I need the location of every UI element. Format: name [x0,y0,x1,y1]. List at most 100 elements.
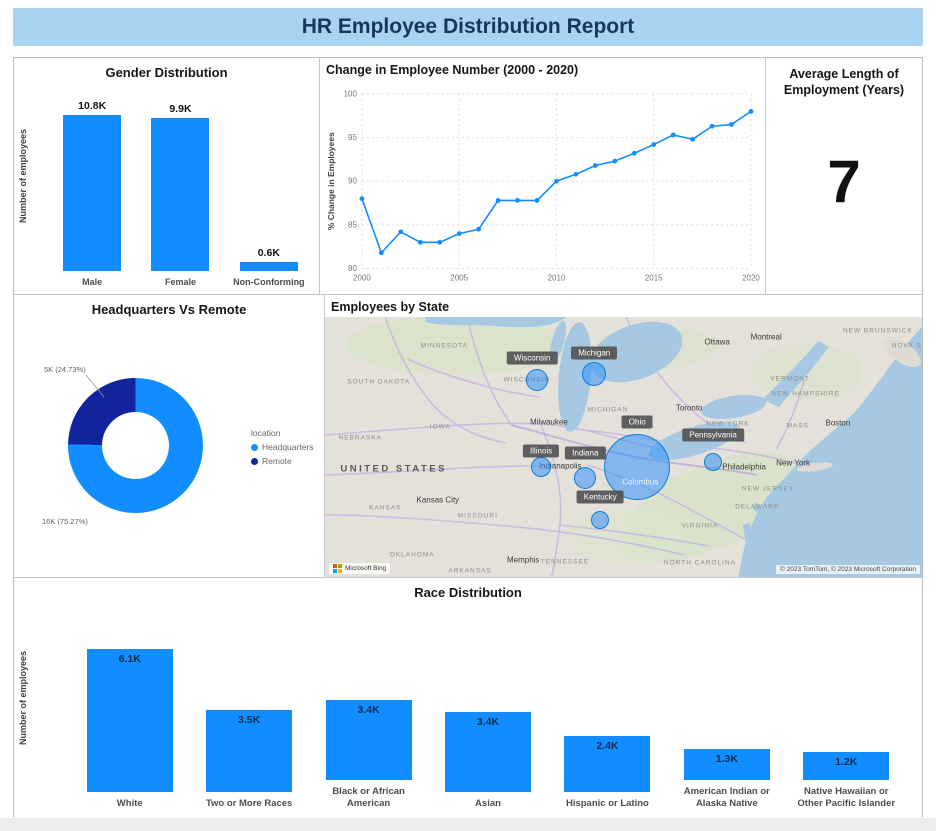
bar-category-label: Asian [475,798,501,810]
map-label-delaware: DELAWARE [735,503,780,511]
map-label-arkansas: ARKANSAS [448,567,492,575]
kpi-title: Average Length of Employment (Years) [783,67,905,98]
state-bubble-illinois[interactable] [531,456,552,477]
svg-text:2015: 2015 [645,273,663,282]
race-y-axis-text: Number of employees [18,650,28,746]
line-chart-title: Change in Employee Number (2000 - 2020) [326,63,579,77]
line-chart[interactable]: 80 85 90 95 100 2000 2005 2010 2015 2020 % Change … [320,58,765,294]
line-y-axis-label: % Change in Employees [326,132,336,230]
bar-value-label: 2.4K [596,740,619,753]
state-bubble-pennsylvania[interactable] [704,452,723,471]
data-point-2006[interactable] [476,226,482,232]
bar-asian[interactable]: 3.4K Asian [433,638,542,810]
data-point-2020[interactable] [748,108,754,114]
bar-white[interactable]: 6.1K White [75,638,184,810]
bar-rect[interactable]: 3.4K [325,700,412,781]
map-label-ottawa: Ottawa [704,337,730,347]
state-tooltip-ohio: Ohio [621,415,653,429]
map-attribution: © 2023 TomTom, © 2023 Microsoft Corporat… [776,565,920,574]
donut-callout-remote: 5K (24.73%) [44,365,86,374]
map-label-new-york: NEW YORK [706,420,750,428]
bar-non-conforming[interactable]: 0.6K Non-Conforming [233,100,305,288]
svg-text:80: 80 [348,264,357,273]
map-title: Employees by State [331,300,450,314]
bar-black-or-african-american[interactable]: 3.4K Black or African American [314,626,423,810]
data-point-2019[interactable] [729,122,734,127]
bar-female[interactable]: 9.9K Female [144,100,216,288]
map-label-memphis: Memphis [506,555,540,565]
legend-item-label: Headquarters [262,442,314,452]
bar-rect[interactable]: 2.4K [564,736,651,793]
data-point-2007[interactable] [495,198,501,203]
data-point-2001[interactable] [378,250,384,256]
bar-value-label: 1.2K [835,756,858,769]
map-label-philadelphia: Philadelphia [722,462,766,472]
microsoft-logo-icon [333,564,342,573]
state-bubble-michigan[interactable] [582,362,607,387]
map-islands [796,336,921,472]
data-point-2015[interactable] [651,142,657,147]
bar-rect[interactable] [63,114,122,271]
race-chart-title: Race Distribution [414,585,522,600]
map-label-montreal: Montreal [750,332,782,342]
data-point-2000[interactable] [359,196,365,202]
data-point-2012[interactable] [592,163,598,168]
bar-rect[interactable]: 3.5K [206,710,293,793]
bar-value-label: 3.5K [238,714,261,727]
bar-rect[interactable] [239,261,298,271]
bar-rect[interactable] [151,117,210,271]
state-bubble-ohio[interactable] [604,433,671,500]
map-label-new-york: New York [776,458,810,468]
map-label-nova-scotia: NOVA SCOTIA [891,342,922,350]
bar-value-label: 0.6K [257,246,280,259]
data-point-2018[interactable] [709,123,715,129]
race-y-axis-label: Number of employees [16,608,30,788]
bar-category-label: Native Hawaiian or Other Pacific Islande… [797,786,896,810]
svg-text:2005: 2005 [450,273,468,282]
data-point-2013[interactable] [612,158,618,164]
state-bubble-kentucky[interactable] [591,511,610,530]
gender-distribution-panel: Gender Distribution Number of employees … [14,58,320,294]
bing-logo-text: Microsoft Bing [345,565,387,572]
donut-hole [102,412,169,479]
bar-rect[interactable]: 3.4K [444,712,531,793]
data-point-2005[interactable] [456,231,462,236]
donut-legend: location Headquarters Remote [251,428,314,470]
report-canvas: Gender Distribution Number of employees … [13,57,923,818]
data-point-2010[interactable] [554,178,559,184]
bar-american-indian-or-alaska-native[interactable]: 1.3K American Indian or Alaska Native [672,626,781,810]
bar-male[interactable]: 10.8K Male [56,100,128,288]
map-label-oklahoma: OKLAHOMA [389,551,435,559]
bar-value-label: 6.1K [118,653,141,666]
data-point-2016[interactable] [670,132,676,138]
bar-native-hawaiian-or-other-pacific-islander[interactable]: 1.2K Native Hawaiian or Other Pacific Isl… [792,626,901,810]
data-point-2004[interactable] [437,239,443,245]
bar-rect[interactable]: 6.1K [86,649,173,793]
bar-rect[interactable]: 1.3K [683,749,770,781]
map-label-columbus: Columbus [622,477,659,487]
map-label-kansas-city: Kansas City [416,495,460,505]
bar-category-label: Hispanic or Latino [565,798,649,810]
data-point-2003[interactable] [417,239,423,245]
bar-two-or-more-races[interactable]: 3.5K Two or More Races [194,638,303,810]
bar-rect[interactable]: 1.2K [803,752,890,781]
state-bubble-wisconsin[interactable] [525,369,548,392]
data-point-2017[interactable] [690,136,696,142]
bar-category-label: White [116,798,143,810]
data-point-2011[interactable] [573,171,579,177]
gender-chart-title: Gender Distribution [105,65,228,80]
legend-item-headquarters[interactable]: Headquarters [251,442,314,452]
bar-category-label: Black or African American [332,786,405,810]
bar-hispanic-or-latino[interactable]: 2.4K Hispanic or Latino [553,638,662,810]
state-bubble-indiana[interactable] [574,466,597,489]
bar-value-label: 9.9K [169,102,192,115]
race-chart: 6.1K White 3.5K Two or More Races 3.4K Black … [70,614,906,810]
data-point-2009[interactable] [534,198,540,203]
data-point-2002[interactable] [398,229,404,235]
data-point-2014[interactable] [631,150,637,156]
legend-item-remote[interactable]: Remote [251,456,314,466]
state-tooltip-indiana: Indiana [565,446,606,460]
data-point-2008[interactable] [515,198,520,203]
